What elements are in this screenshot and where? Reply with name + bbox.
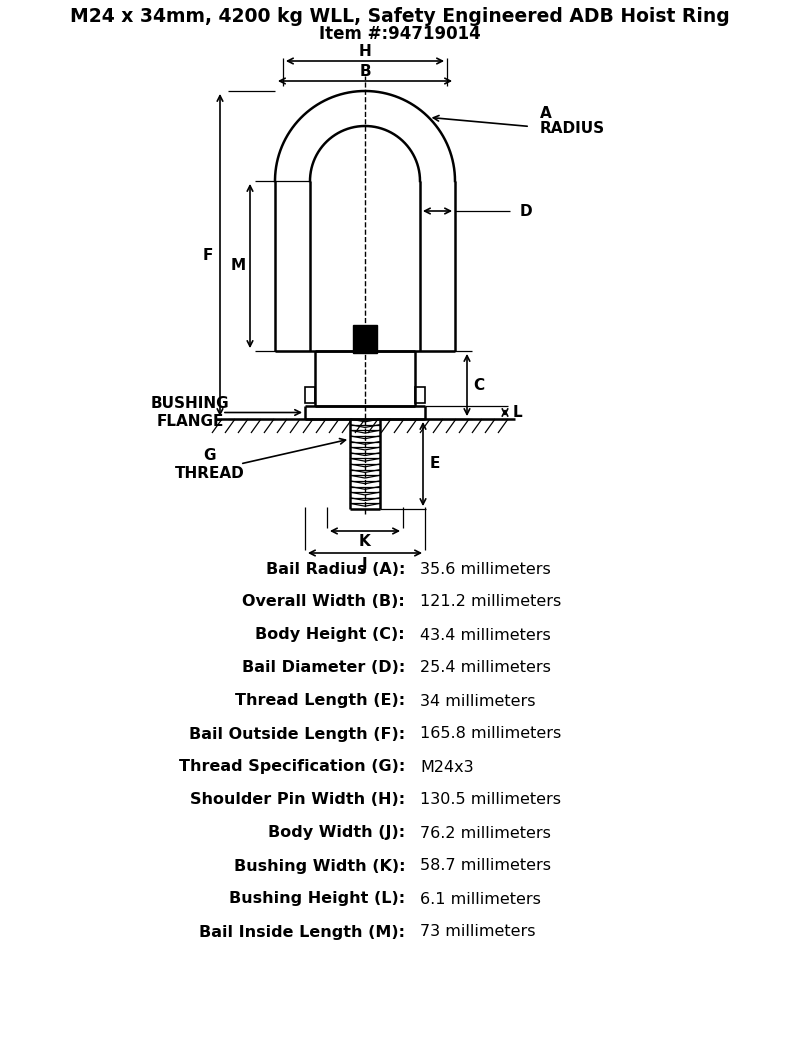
Text: Shoulder Pin Width (H):: Shoulder Pin Width (H):	[190, 793, 405, 807]
Text: A: A	[540, 106, 552, 121]
Text: 25.4 millimeters: 25.4 millimeters	[420, 661, 551, 675]
Text: Item #:94719014: Item #:94719014	[319, 25, 481, 43]
Text: J: J	[362, 557, 368, 571]
Bar	[415, 387, 425, 403]
Text: Overall Width (B):: Overall Width (B):	[242, 594, 405, 610]
Text: Body Width (J):: Body Width (J):	[268, 826, 405, 841]
Text: Thread Length (E):: Thread Length (E):	[235, 693, 405, 709]
Text: M24x3: M24x3	[420, 760, 474, 774]
Text: C: C	[474, 377, 485, 393]
Text: D: D	[520, 204, 533, 218]
Text: 76.2 millimeters: 76.2 millimeters	[420, 826, 551, 841]
Text: 130.5 millimeters: 130.5 millimeters	[420, 793, 561, 807]
Text: H: H	[358, 45, 371, 59]
Text: Bail Outside Length (F):: Bail Outside Length (F):	[189, 726, 405, 742]
Text: Bail Diameter (D):: Bail Diameter (D):	[242, 661, 405, 675]
Text: G: G	[204, 448, 216, 462]
Text: RADIUS: RADIUS	[540, 121, 605, 136]
Text: Bail Inside Length (M):: Bail Inside Length (M):	[199, 925, 405, 939]
Text: 35.6 millimeters: 35.6 millimeters	[420, 561, 550, 577]
Text: B: B	[359, 64, 371, 80]
Text: 34 millimeters: 34 millimeters	[420, 693, 535, 709]
Text: 121.2 millimeters: 121.2 millimeters	[420, 594, 562, 610]
Text: Bushing Height (L):: Bushing Height (L):	[229, 891, 405, 906]
Text: Bushing Width (K):: Bushing Width (K):	[234, 858, 405, 874]
Text: 73 millimeters: 73 millimeters	[420, 925, 535, 939]
Text: F: F	[203, 247, 213, 263]
Text: 58.7 millimeters: 58.7 millimeters	[420, 858, 551, 874]
Text: M24 x 34mm, 4200 kg WLL, Safety Engineered ADB Hoist Ring: M24 x 34mm, 4200 kg WLL, Safety Engineer…	[70, 7, 730, 27]
Text: M: M	[230, 259, 246, 273]
Text: THREAD: THREAD	[175, 465, 245, 480]
Text: Bail Radius (A):: Bail Radius (A):	[266, 561, 405, 577]
Text: FLANGE: FLANGE	[156, 414, 224, 429]
Text: K: K	[359, 534, 371, 550]
Text: E: E	[430, 456, 440, 472]
Text: Thread Specification (G):: Thread Specification (G):	[178, 760, 405, 774]
Text: 6.1 millimeters: 6.1 millimeters	[420, 891, 541, 906]
Text: 43.4 millimeters: 43.4 millimeters	[420, 628, 550, 642]
Bar	[305, 387, 315, 403]
Text: Body Height (C):: Body Height (C):	[255, 628, 405, 642]
Bar	[353, 325, 377, 353]
Text: L: L	[512, 405, 522, 420]
Text: 165.8 millimeters: 165.8 millimeters	[420, 726, 562, 742]
Text: BUSHING: BUSHING	[150, 396, 230, 411]
